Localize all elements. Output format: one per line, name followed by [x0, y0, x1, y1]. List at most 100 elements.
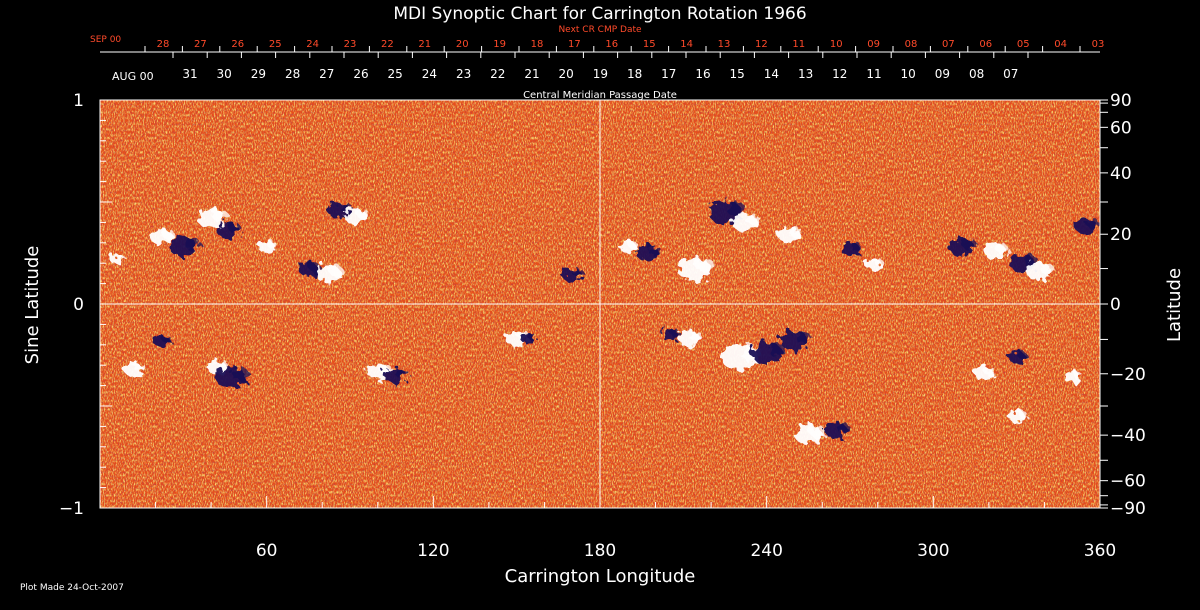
active-region-positive — [872, 257, 883, 265]
cmp-date: 11 — [866, 67, 881, 81]
next-cr-date: 15 — [643, 39, 656, 50]
active-region-positive — [134, 362, 146, 372]
y-right-tick-label: −90 — [1110, 499, 1146, 519]
cmp-axis-label: Central Meridian Passage Date — [523, 90, 677, 101]
y-left-tick-label: 1 — [73, 91, 84, 111]
active-region-positive — [789, 227, 803, 238]
x-tick-label: 300 — [917, 541, 949, 561]
next-cr-date: 08 — [905, 39, 918, 50]
active-region-negative — [184, 237, 201, 250]
next-cr-date: 27 — [194, 39, 207, 50]
next-cr-date: 20 — [456, 39, 469, 50]
next-cr-date: 07 — [942, 39, 955, 50]
next-cr-date: 03 — [1092, 39, 1105, 50]
y-right-tick-label: −20 — [1110, 365, 1146, 385]
active-region-positive — [628, 241, 638, 249]
cmp-date: 16 — [695, 67, 710, 81]
active-region-positive — [161, 229, 175, 240]
active-region-positive — [328, 265, 344, 277]
next-cr-date: 24 — [306, 39, 319, 50]
plot-made-footer: Plot Made 24-Oct-2007 — [20, 583, 124, 593]
active-region-negative — [795, 331, 812, 344]
cmp-date: 27 — [319, 67, 334, 81]
active-region-negative — [231, 367, 250, 381]
active-region-negative — [395, 368, 409, 378]
cmp-date: 28 — [285, 67, 300, 81]
next-cr-date: 10 — [830, 39, 843, 50]
active-region-negative — [1086, 219, 1100, 229]
active-region-negative — [962, 238, 977, 250]
next-cr-date: 05 — [1017, 39, 1030, 50]
cmp-date: 08 — [969, 67, 984, 81]
next-cr-date: 11 — [792, 39, 805, 50]
next-cr-date: 13 — [718, 39, 731, 50]
y-right-tick-label: 60 — [1110, 118, 1132, 138]
next-cr-dates: 28 27 26 25 24 23 22 21 20 19 18 17 16 15 14 13 12 11 10 09… — [157, 39, 1105, 50]
cmp-date: 24 — [422, 67, 437, 81]
y-left-tick-label: −1 — [59, 499, 84, 519]
x-tick-label: 60 — [256, 541, 278, 561]
cmp-date: 14 — [764, 67, 779, 81]
x-tick-label: 120 — [417, 541, 449, 561]
next-cr-cmp-label: Next CR CMP Date — [558, 25, 642, 35]
y-right-tick-label: 90 — [1110, 91, 1132, 111]
y-right-tick-label: 40 — [1110, 164, 1132, 184]
cmp-date: 29 — [251, 67, 266, 81]
cmp-date: 19 — [593, 67, 608, 81]
y-axis-left-label: Sine Latitude — [22, 246, 43, 365]
active-region-negative — [648, 245, 661, 256]
next-cr-date: 25 — [269, 39, 282, 50]
active-region-positive — [689, 331, 703, 342]
active-region-negative — [1017, 351, 1027, 359]
cmp-date: 13 — [798, 67, 813, 81]
y-axis-right: 90 60 40 20 0 −20 −40 −60 −90 — [1100, 91, 1146, 519]
active-region-negative — [228, 223, 242, 233]
active-region-positive — [1017, 410, 1027, 418]
x-tick-label: 240 — [750, 541, 782, 561]
cmp-date: 15 — [730, 67, 745, 81]
cmp-date: 12 — [832, 67, 847, 81]
x-axis: 60 120 180 240 300 360 — [99, 496, 1116, 561]
cmp-month-label: AUG 00 — [112, 70, 154, 83]
next-cr-date: 18 — [531, 39, 544, 50]
cmp-date: 09 — [935, 67, 950, 81]
next-cr-date: 06 — [979, 39, 992, 50]
next-cr-date: 23 — [344, 39, 357, 50]
y-right-tick-label: −40 — [1110, 426, 1146, 446]
x-tick-label: 360 — [1084, 541, 1116, 561]
active-region-negative — [572, 269, 585, 278]
active-region-negative — [767, 343, 786, 357]
cmp-date: 25 — [388, 67, 403, 81]
cmp-date: 20 — [559, 67, 574, 81]
active-region-negative — [850, 242, 862, 252]
active-region-negative — [836, 423, 850, 433]
cmp-date: 22 — [490, 67, 505, 81]
cmp-date: 17 — [661, 67, 676, 81]
next-cr-date: 12 — [755, 39, 768, 50]
x-tick-label: 180 — [584, 541, 616, 561]
next-cr-date: 22 — [381, 39, 394, 50]
chart-title: MDI Synoptic Chart for Carrington Rotati… — [393, 4, 806, 24]
next-cr-date: 19 — [493, 39, 506, 50]
next-cr-date: 14 — [680, 39, 693, 50]
top-axis-ticks — [144, 46, 1081, 58]
next-cr-date: 26 — [231, 39, 244, 50]
active-region-negative — [726, 201, 746, 216]
active-region-negative — [161, 335, 172, 343]
cmp-date: 30 — [217, 67, 232, 81]
next-cr-date: 09 — [867, 39, 880, 50]
active-region-negative — [670, 329, 680, 337]
cmp-date: 18 — [627, 67, 642, 81]
next-cr-date: 17 — [568, 39, 581, 50]
next-cr-date: 28 — [157, 39, 170, 50]
x-axis-label: Carrington Longitude — [505, 566, 696, 587]
active-region-positive — [984, 367, 996, 376]
active-region-positive — [356, 209, 370, 219]
cmp-date: 10 — [901, 67, 916, 81]
cmp-date: 26 — [353, 67, 368, 81]
active-region-positive — [809, 425, 826, 438]
active-region-positive — [117, 254, 126, 261]
y-axis-left: 1 0 −1 — [59, 91, 112, 519]
y-right-tick-label: −60 — [1110, 472, 1146, 492]
